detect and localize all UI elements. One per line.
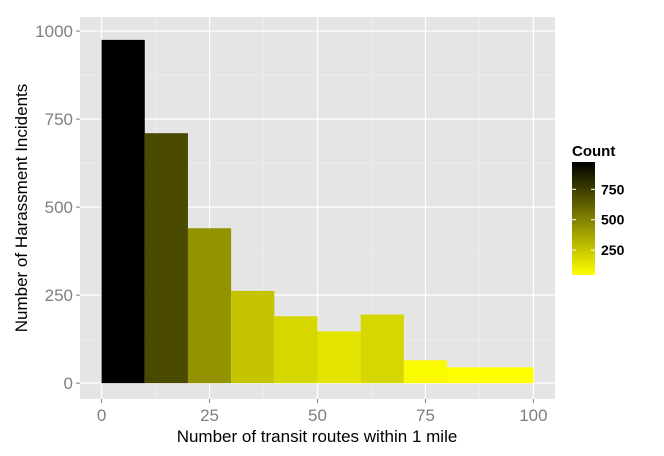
x-tick-label: 50	[308, 406, 327, 425]
histogram-bar	[274, 316, 318, 384]
y-tick-label: 500	[45, 198, 73, 217]
y-axis-ticks: 0 250 500 750 1000	[35, 22, 80, 393]
x-tick-label: 100	[519, 406, 547, 425]
y-tick-label: 0	[64, 374, 73, 393]
legend: Count 750 500 250	[572, 143, 625, 275]
histogram-bar	[447, 367, 534, 384]
legend-colorbar	[572, 162, 595, 275]
histogram-bar	[144, 133, 188, 384]
y-tick-label: 250	[45, 286, 73, 305]
x-axis-title: Number of transit routes within 1 mile	[177, 427, 458, 446]
histogram-bar	[101, 39, 145, 384]
x-tick-label: 0	[97, 406, 106, 425]
y-axis-title: Number of Harassment Incidents	[12, 84, 31, 333]
legend-label: 250	[601, 242, 625, 258]
histogram-bar	[317, 331, 361, 384]
histogram-bar	[403, 360, 448, 384]
x-tick-label: 25	[200, 406, 219, 425]
legend-ticks: 750 500 250	[572, 181, 625, 258]
histogram-bar	[360, 314, 404, 384]
y-tick-label: 1000	[35, 22, 73, 41]
y-tick-label: 750	[45, 110, 73, 129]
legend-title: Count	[572, 143, 615, 160]
bars	[101, 39, 534, 384]
histogram-bar	[231, 290, 275, 384]
x-tick-label: 75	[416, 406, 435, 425]
legend-label: 750	[601, 181, 625, 197]
x-axis-ticks: 0 25 50 75 100	[97, 399, 548, 425]
histogram-bar	[187, 228, 232, 384]
legend-label: 500	[601, 212, 625, 228]
